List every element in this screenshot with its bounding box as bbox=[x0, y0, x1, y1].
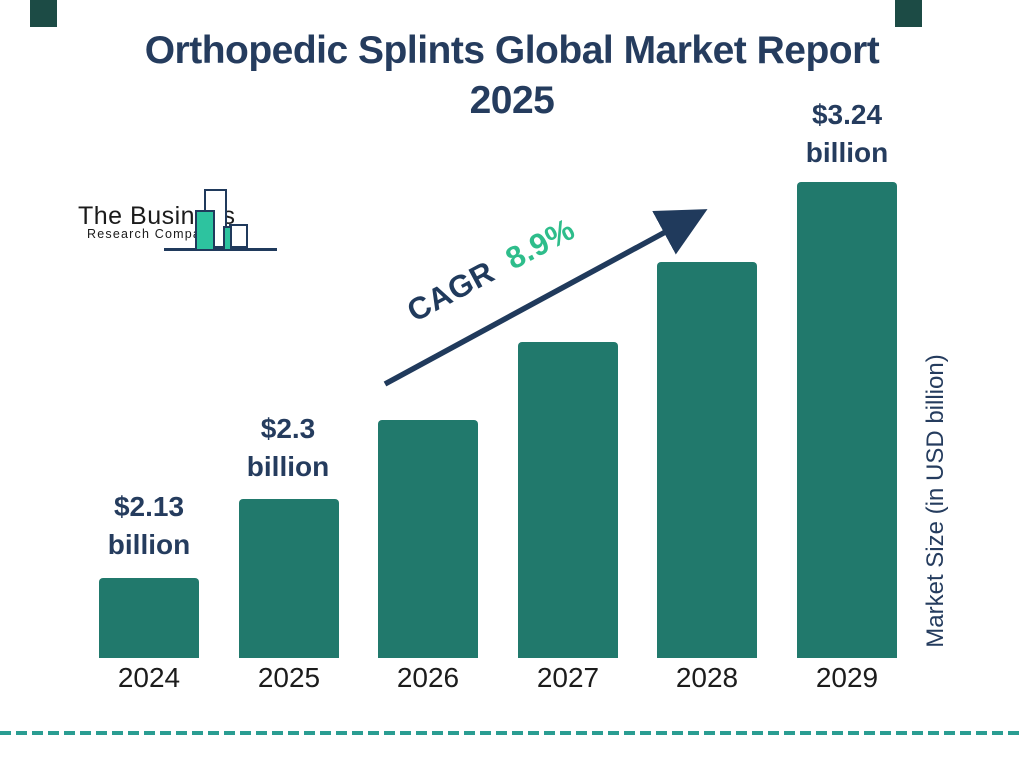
year-label-2026: 2026 bbox=[396, 662, 460, 693]
bottom-dashed-separator bbox=[0, 731, 1024, 735]
value-label-2024-unit: billion bbox=[107, 529, 191, 560]
value-label-2025: $2.3 billion bbox=[208, 410, 368, 486]
bar-2027 bbox=[518, 342, 618, 658]
year-label-2027: 2027 bbox=[536, 662, 600, 693]
cagr-trend-arrow bbox=[383, 209, 708, 387]
value-label-2029: $3.24 billion bbox=[767, 96, 927, 172]
company-logo: The Business Research Company bbox=[70, 172, 290, 252]
logo-bar-green-large bbox=[195, 210, 215, 251]
year-label-2025: 2025 bbox=[257, 662, 321, 693]
page-title-line1: Orthopedic Splints Global Market Report bbox=[144, 29, 880, 72]
logo-bar-chart-icon bbox=[162, 180, 282, 252]
value-label-2025-unit: billion bbox=[246, 451, 330, 482]
page-title: Orthopedic Splints Global Market Report … bbox=[0, 26, 1024, 126]
value-label-2029-amount: $3.24 bbox=[811, 99, 883, 130]
logo-bar-green-small bbox=[223, 226, 232, 251]
bar-2029 bbox=[797, 182, 897, 658]
year-label-2029: 2029 bbox=[815, 662, 879, 693]
y-axis-label: Market Size (in USD billion) bbox=[922, 354, 949, 648]
top-right-decor-rect bbox=[895, 0, 922, 27]
value-label-2029-unit: billion bbox=[805, 137, 889, 168]
value-label-2025-amount: $2.3 bbox=[260, 413, 316, 444]
bar-2028 bbox=[657, 262, 757, 658]
value-label-2024-amount: $2.13 bbox=[113, 491, 185, 522]
value-label-2024: $2.13 billion bbox=[69, 488, 229, 564]
bar-2025 bbox=[239, 499, 339, 658]
year-label-2028: 2028 bbox=[675, 662, 739, 693]
year-label-2024: 2024 bbox=[117, 662, 181, 693]
logo-subname: Research Company bbox=[87, 227, 217, 241]
logo-baseline bbox=[164, 248, 277, 251]
page-title-line2: 2025 bbox=[469, 79, 555, 122]
top-left-decor-rect bbox=[30, 0, 57, 27]
bar-2026 bbox=[378, 420, 478, 658]
bar-2024 bbox=[99, 578, 199, 658]
